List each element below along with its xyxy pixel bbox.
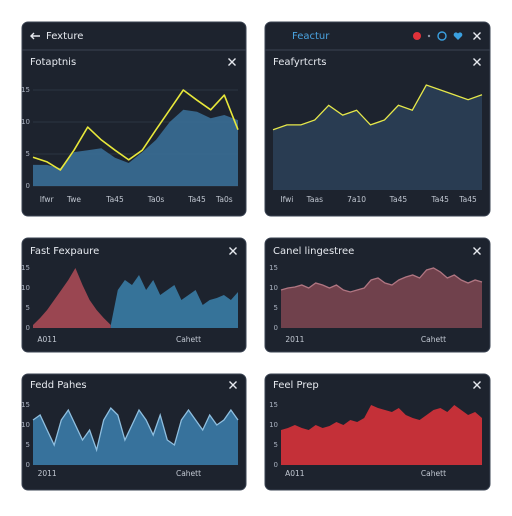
y-tick-label: 0 — [26, 182, 30, 190]
close-button[interactable] — [473, 381, 481, 389]
y-tick-label: 10 — [269, 421, 278, 429]
y-tick-label: 15 — [269, 401, 278, 409]
line — [32, 89, 239, 171]
area — [33, 408, 238, 465]
y-tick-label: 0 — [274, 461, 278, 469]
y-tick-label: 0 — [274, 324, 278, 332]
y-tick-label: 10 — [21, 421, 30, 429]
status-dot[interactable] — [413, 32, 421, 40]
area — [33, 268, 111, 328]
x-tick-label: Ta0s — [215, 195, 233, 204]
close-button[interactable] — [473, 247, 481, 255]
x-tick-label: Taas — [306, 195, 324, 204]
area-line — [280, 267, 483, 293]
panel-title: Fast Fexpaure — [30, 246, 99, 257]
area — [281, 268, 482, 328]
y-tick-label: 0 — [26, 324, 30, 332]
x-tick-label: Twe — [66, 195, 81, 204]
panel-subtitle: Feafyrtcrts — [273, 57, 327, 68]
panel-title: Feactur — [292, 31, 330, 42]
area — [33, 109, 238, 186]
icon-button[interactable] — [437, 31, 447, 41]
y-tick-label: 15 — [21, 86, 30, 94]
x-tick-label: A011 — [37, 335, 57, 344]
panel-title: Fedd Pahes — [30, 380, 87, 391]
x-tick-label: Cahett — [176, 469, 201, 478]
y-tick-label: 10 — [21, 284, 30, 292]
x-tick-label: Cahett — [421, 335, 446, 344]
x-tick-label: Ifwi — [280, 195, 293, 204]
panel-subtitle: Fotaptnis — [30, 57, 76, 68]
area — [110, 275, 238, 328]
panel-title: Fexture — [46, 31, 83, 42]
x-tick-label: 2011 — [38, 469, 57, 478]
x-tick-label: 7a10 — [347, 195, 366, 204]
x-tick-label: Ta0s — [147, 195, 165, 204]
x-tick-label: Cahett — [176, 335, 201, 344]
close-button[interactable] — [229, 247, 237, 255]
area-line — [272, 84, 483, 131]
area-line — [32, 406, 239, 453]
x-tick-label: Ta45 — [458, 195, 477, 204]
y-tick-label: 5 — [26, 150, 30, 158]
y-tick-label: 0 — [26, 461, 30, 469]
y-tick-label: 5 — [26, 441, 30, 449]
x-tick-label: A011 — [285, 469, 305, 478]
panel-title: Feel Prep — [273, 380, 319, 391]
heart-button[interactable] — [453, 32, 463, 40]
x-tick-label: Ta45 — [105, 195, 124, 204]
back-button[interactable] — [30, 32, 40, 40]
y-tick-label: 5 — [26, 304, 30, 312]
y-tick-label: 10 — [269, 284, 278, 292]
x-tick-label: 2011 — [285, 335, 304, 344]
area — [281, 405, 482, 465]
x-tick-label: Cahett — [421, 469, 446, 478]
x-tick-label: Ta45 — [430, 195, 449, 204]
y-tick-label: 15 — [21, 401, 30, 409]
y-tick-label: 5 — [274, 441, 278, 449]
x-tick-label: Ifwr — [40, 195, 55, 204]
y-tick-label: 15 — [269, 264, 278, 272]
x-tick-label: Ta45 — [389, 195, 408, 204]
close-button[interactable] — [229, 381, 237, 389]
close-button[interactable] — [473, 32, 481, 40]
close-button[interactable] — [473, 58, 481, 66]
y-tick-label: 15 — [21, 264, 30, 272]
y-tick-label: 5 — [274, 304, 278, 312]
y-tick-label: 10 — [21, 118, 30, 126]
panel-title: Canel lingestree — [273, 246, 354, 257]
close-button[interactable] — [228, 58, 236, 66]
dot — [427, 34, 431, 38]
area — [273, 85, 482, 190]
x-tick-label: Ta45 — [187, 195, 206, 204]
